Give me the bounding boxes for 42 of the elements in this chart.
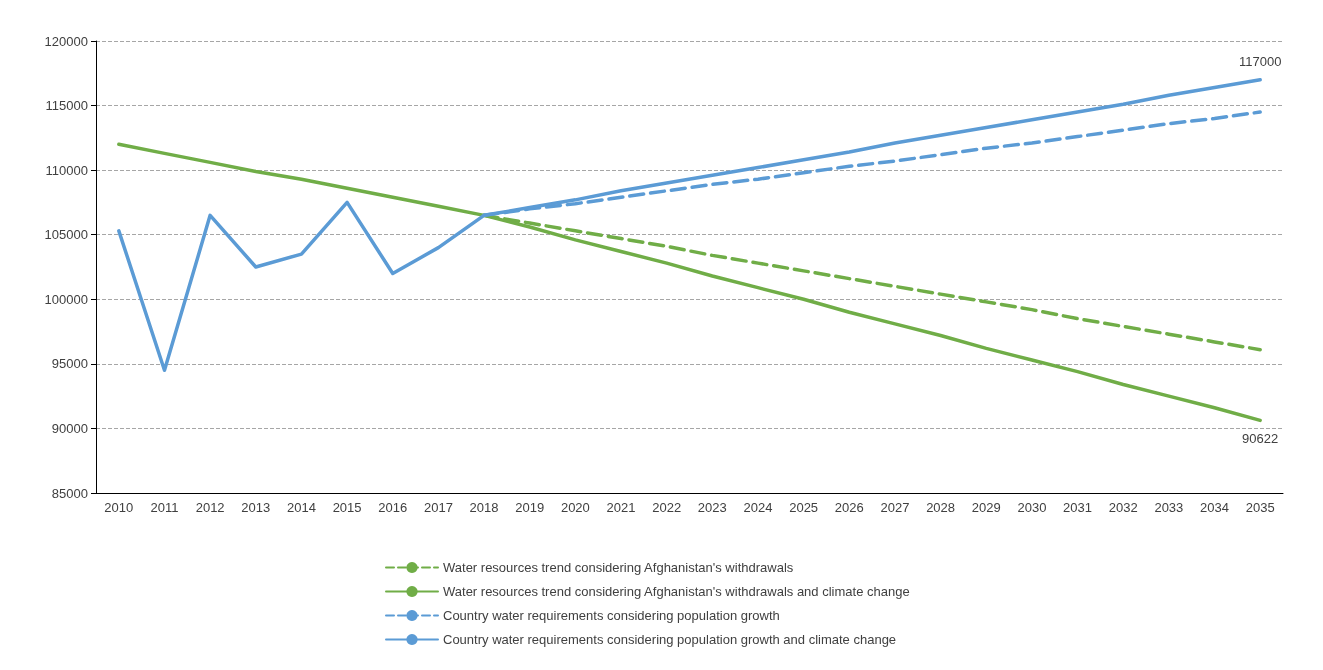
x-tick-label: 2029 <box>971 500 1001 515</box>
x-tick-label: 2023 <box>697 500 727 515</box>
x-tick-label: 2014 <box>286 500 316 515</box>
x-tick-label: 2013 <box>241 500 271 515</box>
legend-label: Water resources trend considering Afghanistan's withdrawals <box>443 560 794 575</box>
x-tick-label: 2022 <box>652 500 682 515</box>
x-tick-label: 2031 <box>1063 500 1093 515</box>
data-label: 90622 <box>1242 431 1279 447</box>
x-tick-label: 2012 <box>195 500 225 515</box>
data-label: 117000 <box>1238 53 1282 69</box>
x-tick-label: 2015 <box>332 500 362 515</box>
y-tick-label: 90000 <box>51 420 88 436</box>
x-tick-label: 2030 <box>1017 500 1047 515</box>
x-tick-label: 2027 <box>880 500 910 515</box>
legend-label: Country water requirements considering population growth <box>443 608 780 623</box>
x-tick-label: 2024 <box>743 500 773 515</box>
y-tick-label: 120000 <box>44 33 88 49</box>
x-tick-label: 2017 <box>423 500 453 515</box>
x-tick-label: 2016 <box>378 500 408 515</box>
line-series <box>117 142 1262 423</box>
y-tick-label: 95000 <box>51 356 88 372</box>
y-tick-label: 100000 <box>44 291 88 307</box>
line-series <box>117 77 1262 373</box>
x-tick-label: 2019 <box>515 500 545 515</box>
x-tick-label: 2035 <box>1245 500 1275 515</box>
x-tick-label: 2011 <box>150 500 179 515</box>
x-tick-label: 2033 <box>1154 500 1184 515</box>
y-tick-label: 85000 <box>51 485 88 501</box>
x-tick-label: 2010 <box>104 500 134 515</box>
y-tick-label: 115000 <box>45 98 88 114</box>
y-tick-label: 110000 <box>45 162 88 178</box>
x-tick-label: 2028 <box>926 500 956 515</box>
x-tick-label: 2034 <box>1200 500 1229 515</box>
legend-label: Country water requirements considering population growth and climate change <box>443 632 897 647</box>
x-tick-label: 2032 <box>1108 500 1138 515</box>
x-tick-label: 2020 <box>560 500 590 515</box>
legend-label: Water resources trend considering Afghanistan's withdrawals and climate change <box>443 584 910 599</box>
x-tick-label: 2018 <box>469 500 499 515</box>
x-tick-label: 2026 <box>834 500 864 515</box>
x-tick-label: 2021 <box>606 500 636 515</box>
y-tick-label: 105000 <box>44 227 88 243</box>
x-tick-label: 2025 <box>789 500 819 515</box>
